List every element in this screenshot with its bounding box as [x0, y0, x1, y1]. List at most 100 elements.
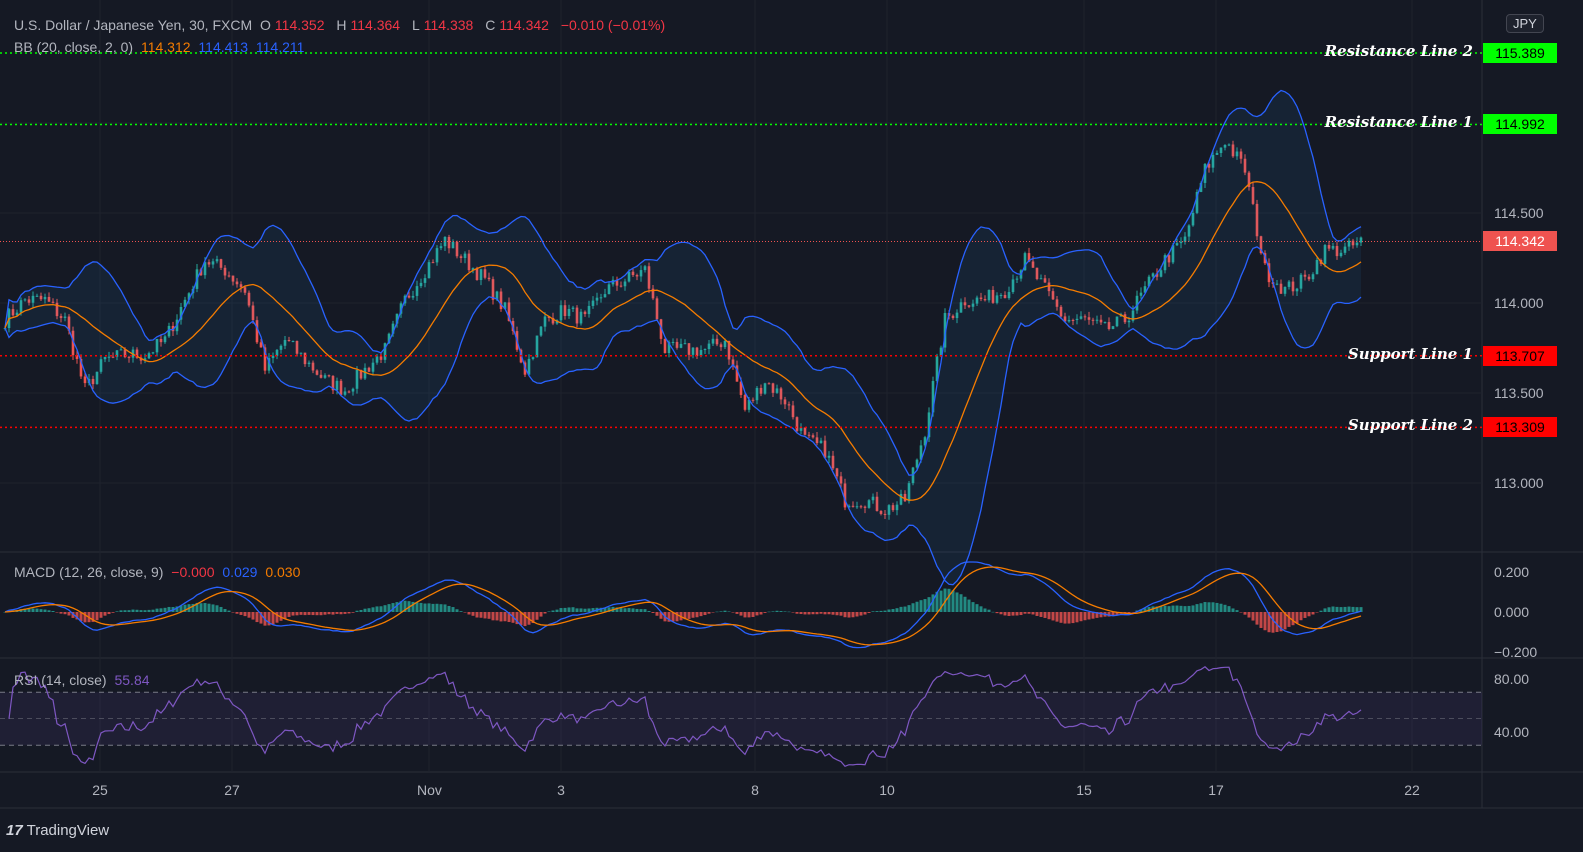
candle-body — [127, 357, 131, 359]
candle-body — [1095, 319, 1099, 321]
candle-body — [223, 267, 227, 276]
candle-body — [499, 291, 503, 310]
macd-histogram-bar — [1283, 612, 1287, 630]
macd-histogram-bar — [1071, 612, 1075, 624]
macd-histogram-bar — [867, 612, 871, 613]
macd-histogram-bar — [47, 610, 51, 612]
macd-histogram-bar — [971, 602, 975, 612]
macd-histogram-bar — [1247, 612, 1251, 618]
macd-histogram-bar — [403, 600, 407, 612]
close-value: 114.342 — [499, 17, 549, 33]
macd-histogram-bar — [907, 605, 911, 612]
bb-legend[interactable]: BB (20, close, 2, 0) 114.312 114.413 114… — [14, 39, 308, 55]
macd-histogram-bar — [75, 612, 79, 620]
candle-body — [879, 510, 883, 514]
candle-body — [667, 342, 671, 354]
candle-body — [419, 282, 423, 287]
candle-body — [607, 284, 611, 295]
macd-histogram-bar — [1315, 612, 1319, 613]
candle-body — [943, 313, 947, 348]
time-tick: 15 — [1076, 782, 1092, 798]
macd-histogram-bar — [547, 611, 551, 612]
candle-body — [1203, 163, 1207, 183]
macd-histogram-bar — [363, 608, 367, 612]
candle-body — [1079, 316, 1083, 319]
macd-histogram-bar — [963, 596, 967, 612]
macd-histogram-bar — [1303, 612, 1307, 618]
macd-histogram-bar — [367, 608, 371, 612]
macd-histogram-bar — [895, 608, 899, 612]
bb-basis-line — [4, 181, 1362, 501]
candle-body — [795, 417, 799, 431]
candle-body — [1035, 267, 1039, 280]
candle-body — [479, 269, 483, 281]
candle-body — [859, 506, 863, 508]
macd-histogram-bar — [899, 606, 903, 612]
macd-histogram-bar — [1091, 612, 1095, 619]
macd-histogram-bar — [979, 606, 983, 612]
candle-body — [259, 342, 263, 348]
candle-body — [275, 349, 279, 356]
candle-body — [675, 341, 679, 348]
macd-histogram-bar — [1147, 607, 1151, 612]
candle-body — [55, 302, 59, 317]
macd-histogram-bar — [579, 608, 583, 612]
candle-body — [1331, 246, 1335, 249]
candle-body — [1355, 242, 1359, 246]
macd-histogram-bar — [591, 608, 595, 612]
macd-histogram-bar — [959, 594, 963, 612]
candle-body — [203, 262, 207, 276]
macd-histogram-bar — [127, 610, 131, 612]
candle-body — [643, 266, 647, 271]
candle-body — [567, 308, 571, 317]
candle-body — [1127, 320, 1131, 323]
candle-body — [583, 311, 587, 315]
candle-body — [963, 302, 967, 306]
candle-body — [571, 307, 575, 309]
rsi-legend[interactable]: RSI (14, close) 55.84 — [14, 672, 154, 688]
macd-histogram-bar — [299, 612, 303, 615]
macd-histogram-bar — [1267, 612, 1271, 633]
macd-histogram-bar — [1183, 606, 1187, 612]
macd-histogram-bar — [319, 612, 323, 616]
candle-body — [747, 399, 751, 410]
macd-histogram-bar — [1063, 612, 1067, 624]
candle-body — [327, 375, 331, 377]
macd-histogram-bar — [495, 612, 499, 621]
candle-body — [215, 259, 219, 262]
macd-histogram-bar — [535, 612, 539, 620]
macd-histogram-bar — [1167, 606, 1171, 612]
macd-histogram-bar — [1175, 605, 1179, 612]
macd-histogram-bar — [447, 605, 451, 612]
macd-histogram-bar — [1207, 602, 1211, 612]
bb-upper: 114.413 — [198, 39, 248, 55]
currency-button[interactable]: JPY — [1506, 14, 1544, 33]
tradingview-logo[interactable]: 17 TradingView — [6, 822, 110, 839]
candle-body — [887, 505, 891, 515]
candle-body — [199, 269, 203, 276]
candle-body — [247, 292, 251, 306]
macd-histogram-bar — [1295, 612, 1299, 624]
candle-body — [307, 362, 311, 365]
candle-body — [919, 445, 923, 460]
candle-body — [303, 352, 307, 365]
candle-body — [1251, 187, 1255, 204]
candle-body — [11, 309, 15, 316]
macd-histogram-bar — [703, 612, 707, 616]
candle-body — [1335, 246, 1339, 257]
candle-body — [39, 295, 43, 300]
macd-histogram-bar — [275, 612, 279, 623]
candle-body — [495, 291, 499, 300]
macd-histogram-bar — [671, 612, 675, 622]
candle-body — [331, 375, 335, 391]
candle-body — [1315, 259, 1319, 275]
candle-body — [1291, 281, 1295, 292]
macd-histogram-bar — [559, 608, 563, 612]
candle-body — [987, 289, 991, 301]
macd-histogram-bar — [939, 590, 943, 612]
macd-histogram-bar — [27, 608, 31, 612]
macd-legend[interactable]: MACD (12, 26, close, 9) −0.000 0.029 0.0… — [14, 564, 304, 580]
candle-body — [1219, 147, 1223, 154]
